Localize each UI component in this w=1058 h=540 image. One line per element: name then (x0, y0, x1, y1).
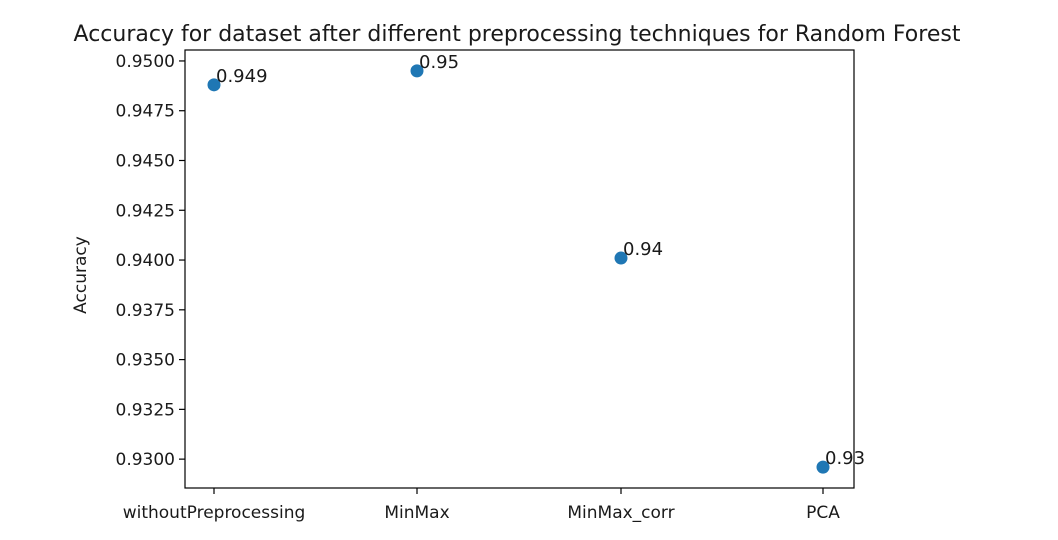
y-tick-label: 0.9475 (116, 102, 175, 122)
data-labels: 0.949 0.95 0.94 0.93 (216, 52, 865, 469)
x-tick-label: PCA (806, 503, 840, 523)
data-points (207, 64, 830, 474)
data-point (410, 64, 424, 78)
y-tick-label: 0.9325 (116, 400, 175, 420)
y-tick-label: 0.9425 (116, 201, 175, 221)
x-tick-label: withoutPreprocessing (123, 503, 306, 523)
axis-ticks: 0.9300 0.9325 0.9350 0.9375 0.9400 0.9425 0.94… (116, 52, 841, 523)
data-point (816, 460, 830, 474)
y-tick-label: 0.9500 (116, 52, 175, 72)
y-tick-label: 0.9450 (116, 151, 175, 171)
chart-title: Accuracy for dataset after different pre… (74, 22, 961, 47)
y-tick-label: 0.9350 (116, 351, 175, 371)
x-tick-label: MinMax (384, 503, 449, 523)
data-label: 0.93 (825, 448, 865, 469)
data-label: 0.949 (216, 66, 268, 87)
y-tick-label: 0.9400 (116, 251, 175, 271)
data-label: 0.95 (419, 52, 459, 73)
axes-frame (184, 49, 855, 489)
x-tick-label: MinMax_corr (567, 503, 674, 523)
data-label: 0.94 (623, 239, 663, 260)
y-tick-label: 0.9300 (116, 450, 175, 470)
data-point (207, 78, 221, 92)
data-point (614, 251, 628, 265)
y-tick-label: 0.9375 (116, 301, 175, 321)
y-axis-label: Accuracy (71, 236, 91, 314)
